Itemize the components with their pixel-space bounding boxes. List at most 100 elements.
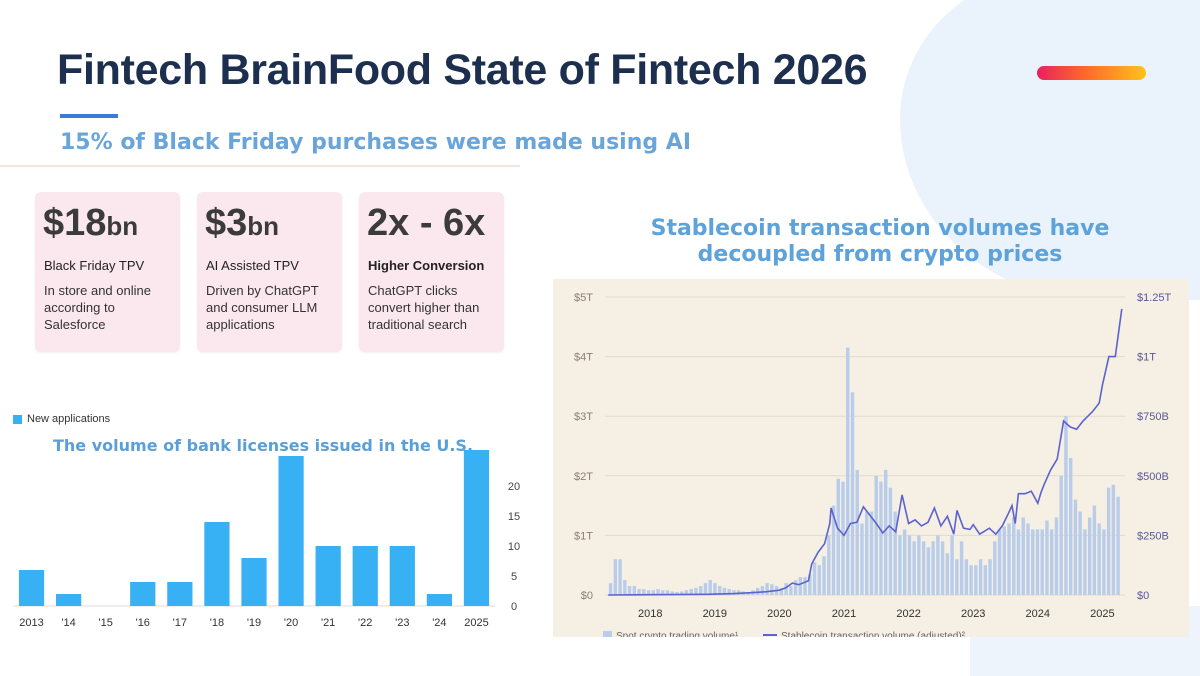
stat-value: $3bn [205,202,280,244]
spot-volume-bar [722,587,727,595]
spot-volume-bar [784,583,788,595]
bank-licenses-chart: New applications The volume of bank lice… [0,396,540,636]
spot-volume-bar [936,535,940,595]
spot-volume-bar [632,586,637,595]
spot-volume-bar [793,580,798,595]
spot-volume-bar [770,584,774,595]
spot-volume-bar [1026,523,1030,595]
spot-volume-bar [997,529,1002,595]
spot-volume-bar [1040,529,1044,595]
spot-volume-bar [950,535,954,595]
spot-volume-bar [1012,517,1016,595]
stat-desc-line: Driven by ChatGPT [206,283,319,298]
spot-volume-bar [1064,416,1068,595]
stat-description: In store and online according to Salesfo… [44,282,174,333]
spot-volume-bar [717,586,722,595]
spot-volume-bar [1073,499,1078,595]
x-tick-label: '15 [99,617,113,629]
accent-gradient-bar [1037,66,1146,80]
x-tick-label: '17 [173,617,187,629]
stat-value: $18bn [43,202,139,244]
y-tick-label: 5 [511,571,517,583]
spot-volume-bar [888,487,893,595]
x-tick-label: '23 [395,617,409,629]
spot-volume-bar [642,589,646,595]
spot-volume-bar [1021,517,1025,595]
bar [18,570,45,606]
spot-volume-bar [912,541,916,595]
stat-card-conversion: 2x - 6x Higher Conversion ChatGPT clicks… [359,192,504,352]
title-underline [60,114,118,118]
spot-volume-bar [883,469,888,595]
spot-volume-bar [779,587,784,595]
legend-label: Spot crypto trading volume¹ [616,631,739,637]
bar [315,546,341,606]
x-tick-label: '22 [358,617,372,629]
chart-title: Stablecoin transaction volumes have deco… [650,216,1110,267]
spot-volume-bar [1016,529,1021,595]
spot-volume-bar [708,580,712,595]
spot-volume-bar [613,559,618,595]
bar [241,558,267,606]
spot-volume-bar [931,541,935,595]
spot-volume-bar [760,586,765,595]
x-tick-label: '18 [210,617,224,629]
x-tick-label: '21 [321,617,335,629]
spot-volume-bar [921,541,926,595]
y-tick-label: 20 [508,481,520,493]
stat-desc-line: traditional search [368,317,467,332]
bar [389,546,415,606]
stablecoin-chart-svg: $0 $0 $1T $250B $2T $500B $3T $750B $4T $1T $5T $1.… [574,292,1172,637]
spot-volume-bar [637,589,641,595]
spot-volume-bar [623,580,627,595]
y-left-tick-label: $1T [574,530,593,542]
stat-desc-line: ChatGPT clicks [368,283,458,298]
spot-volume-bar [755,587,760,595]
bar [352,546,378,606]
spot-volume-bar [694,587,698,595]
x-tick-label: '19 [247,617,261,629]
spot-volume-bar [983,565,988,595]
stat-card-black-friday: $18bn Black Friday TPV In store and onli… [35,192,180,352]
spot-volume-bar [1045,520,1049,595]
spot-volume-bar [974,565,978,595]
x-tick-label: 2025 [464,617,488,629]
spot-volume-bar [926,547,931,595]
stat-value: 2x - 6x [367,202,486,244]
stat-desc-line: In store and online [44,283,151,298]
spot-volume-bar [850,392,855,595]
y-left-tick-label: $5T [574,292,593,304]
page-title: Fintech BrainFood State of Fintech 2026 [57,46,868,94]
stat-card-ai-assisted: $3bn AI Assisted TPV Driven by ChatGPT a… [197,192,342,352]
stat-label: Black Friday TPV [44,258,145,273]
divider [0,165,520,167]
spot-volume-bar [1083,529,1087,595]
spot-volume-bar [827,535,831,595]
legend-label: Stablecoin transaction volume (adjusted)… [781,631,966,637]
y-right-tick-label: $0 [1137,590,1149,602]
spot-volume-bar [670,591,674,595]
spot-volume-bar [661,590,665,595]
y-right-tick-label: $750B [1137,411,1169,423]
spot-volume-bar [1054,517,1059,595]
spot-volume-bar [798,577,803,595]
spot-volume-bar [907,535,912,595]
spot-volume-bar [978,559,983,595]
spot-volume-bar [699,586,703,595]
stat-label: Higher Conversion [368,258,485,273]
stat-unit: bn [247,211,280,241]
legend-label: New applications [27,413,111,425]
stat-description: Driven by ChatGPT and consumer LLM appli… [206,282,336,333]
x-tick-label: '20 [284,617,298,629]
bar [56,594,82,606]
spot-volume-bar [665,590,670,595]
x-tick-label: 2019 [703,608,727,620]
y-right-tick-label: $500B [1137,471,1169,483]
y-right-tick-label: $250B [1137,530,1169,542]
spot-volume-bar [865,511,869,595]
spot-volume-bar [627,586,632,595]
x-tick-label: 2024 [1026,608,1050,620]
x-tick-label: '14 [61,617,75,629]
spot-volume-bar [1035,529,1040,595]
legend-swatch [603,631,612,637]
